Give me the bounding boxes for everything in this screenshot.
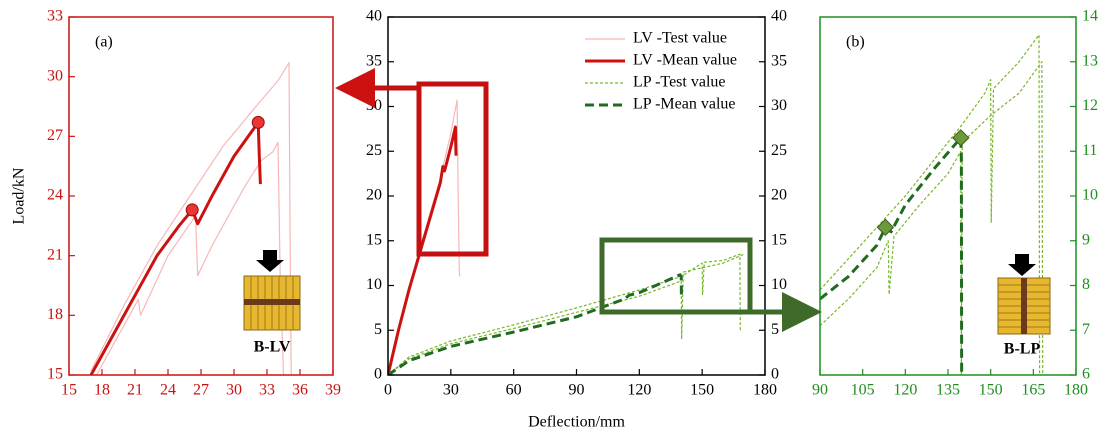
y-tick-label: 13 xyxy=(1082,52,1098,69)
x-tick-label: 120 xyxy=(627,382,651,399)
series-line xyxy=(820,136,964,375)
y-tick-label: 25 xyxy=(366,142,382,159)
x-tick-label: 21 xyxy=(127,382,143,399)
point-marker xyxy=(185,203,199,217)
y2-tick-label: 35 xyxy=(771,52,787,69)
y-tick-label: 20 xyxy=(366,187,382,204)
y-axis-label: Load/kN xyxy=(11,167,28,224)
y-tick-label: 11 xyxy=(1082,142,1097,159)
legend-label: LP -Test value xyxy=(633,74,725,91)
x-tick-label: 27 xyxy=(193,382,209,399)
series-line xyxy=(820,61,1044,375)
x-tick-label: 18 xyxy=(94,382,110,399)
x-tick-label: 33 xyxy=(259,382,275,399)
zoom-box xyxy=(416,81,489,257)
series-line xyxy=(820,34,1041,375)
plot-data xyxy=(820,34,1044,375)
point-marker xyxy=(876,218,895,237)
y2-tick-label: 15 xyxy=(771,231,787,248)
x-tick-label: 180 xyxy=(753,382,777,399)
x-tick-label: 90 xyxy=(812,382,828,399)
y2-tick-label: 40 xyxy=(771,8,787,25)
y-tick-label: 30 xyxy=(366,97,382,114)
x-tick-label: 180 xyxy=(1064,382,1088,399)
y-tick-label: 10 xyxy=(366,276,382,293)
x-tick-label: 165 xyxy=(1021,382,1045,399)
series-line xyxy=(89,120,262,375)
y-tick-label: 27 xyxy=(47,127,63,144)
y-tick-label: 35 xyxy=(366,52,382,69)
y-tick-label: 9 xyxy=(1082,231,1090,248)
y2-tick-label: 5 xyxy=(771,321,779,338)
y2-tick-label: 20 xyxy=(771,187,787,204)
series-line xyxy=(388,253,745,375)
y-tick-label: 24 xyxy=(47,187,63,204)
series-line xyxy=(90,62,292,375)
series-line xyxy=(388,125,458,375)
y-tick-label: 7 xyxy=(1082,321,1090,338)
y-tick-label: 14 xyxy=(1082,8,1098,25)
y-tick-label: 40 xyxy=(366,8,382,25)
x-tick-label: 30 xyxy=(443,382,459,399)
x-tick-label: 15 xyxy=(61,382,77,399)
y-tick-label: 33 xyxy=(47,8,63,25)
x-tick-label: 0 xyxy=(384,382,392,399)
specimen-label: B-LP xyxy=(1004,341,1041,358)
x-tick-label: 135 xyxy=(936,382,960,399)
x-tick-label: 150 xyxy=(979,382,1003,399)
y-tick-label: 12 xyxy=(1082,97,1098,114)
y-tick-label: 21 xyxy=(47,246,63,263)
x-tick-label: 150 xyxy=(690,382,714,399)
specimen-icon: B-LV xyxy=(243,250,301,356)
x-tick-label: 120 xyxy=(893,382,917,399)
series-line xyxy=(388,273,683,375)
point-marker xyxy=(251,115,265,129)
x-tick-label: 60 xyxy=(506,382,522,399)
x-tick-label: 39 xyxy=(325,382,341,399)
x-tick-label: 30 xyxy=(226,382,242,399)
y2-tick-label: 0 xyxy=(771,366,779,383)
y-tick-label: 30 xyxy=(47,67,63,84)
series-line xyxy=(388,253,741,375)
x-tick-label: 24 xyxy=(160,382,176,399)
y-tick-label: 15 xyxy=(47,366,63,383)
y-tick-label: 0 xyxy=(374,366,382,383)
legend-label: LV -Mean value xyxy=(633,52,737,69)
y-tick-label: 6 xyxy=(1082,366,1090,383)
y-tick-label: 18 xyxy=(47,306,63,323)
y-tick-label: 15 xyxy=(366,231,382,248)
plot-data xyxy=(89,62,292,375)
x-axis-label: Deflection/mm xyxy=(528,414,625,431)
x-tick-label: 36 xyxy=(292,382,308,399)
y2-tick-label: 10 xyxy=(771,276,787,293)
zoom-box xyxy=(599,237,753,315)
x-tick-label: 105 xyxy=(851,382,875,399)
x-tick-label: 90 xyxy=(569,382,585,399)
y2-tick-label: 25 xyxy=(771,142,787,159)
panel-label: (a) xyxy=(95,34,113,51)
plot-frame xyxy=(387,16,766,376)
y2-tick-label: 30 xyxy=(771,97,787,114)
y-tick-label: 8 xyxy=(1082,276,1090,293)
series-line xyxy=(95,141,285,375)
specimen-label: B-LV xyxy=(254,339,291,356)
specimen-icon: B-LP xyxy=(997,254,1051,358)
y-tick-label: 5 xyxy=(374,321,382,338)
plot-data xyxy=(388,99,745,375)
legend-label: LP -Mean value xyxy=(633,96,735,113)
legend-label: LV -Test value xyxy=(633,30,727,47)
y-tick-label: 10 xyxy=(1082,187,1098,204)
point-marker xyxy=(952,129,970,147)
panel-label: (b) xyxy=(846,34,865,51)
